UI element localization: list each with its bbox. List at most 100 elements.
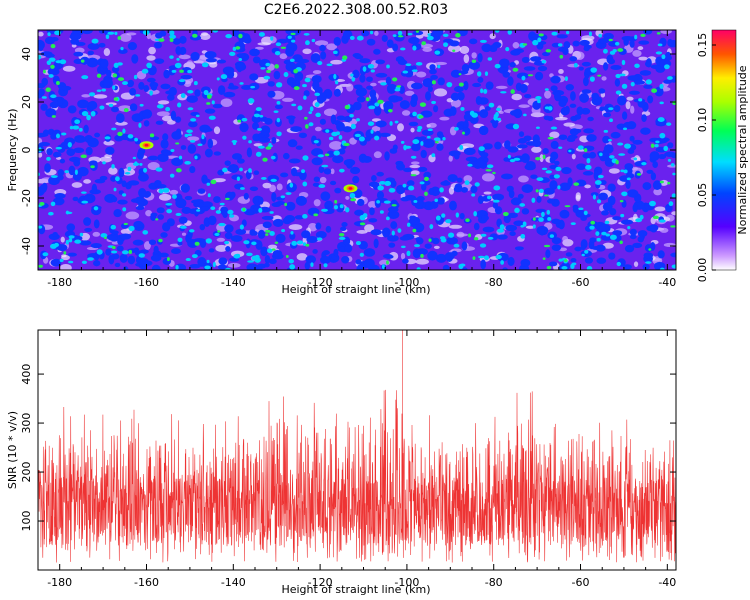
speckle-core xyxy=(117,62,123,66)
speckle-core xyxy=(201,62,209,68)
speckle-core xyxy=(224,241,230,245)
speckle-blob xyxy=(548,261,558,267)
speckle-blob xyxy=(118,167,125,178)
speckle-core xyxy=(91,38,99,44)
speckle-core xyxy=(239,167,243,172)
chart-title: C2E6.2022.308.00.52.R03 xyxy=(264,2,448,18)
speckle-core xyxy=(227,209,234,215)
speckle-blob xyxy=(408,36,420,45)
spectrogram-x-label: Height of straight line (km) xyxy=(281,283,430,296)
speckle-core xyxy=(241,117,248,122)
speckle-blob xyxy=(333,248,339,257)
snr-series-line xyxy=(38,330,676,563)
speckle-blob xyxy=(521,56,530,63)
speckle-blob xyxy=(590,192,599,197)
speckle-core xyxy=(111,127,117,131)
snr-x-tick-label: -140 xyxy=(221,576,246,589)
speckle-blob xyxy=(520,153,530,164)
speckle-core xyxy=(149,90,153,96)
speckle-blob xyxy=(118,48,128,54)
speckle-core xyxy=(270,155,276,160)
speckle-peak xyxy=(544,194,549,197)
speckle-blob xyxy=(94,179,106,184)
speckle-wisp xyxy=(209,61,218,68)
speckle-blob xyxy=(200,205,210,212)
speckle-core xyxy=(291,39,296,43)
speckle-blob xyxy=(627,189,639,198)
speckle-core xyxy=(281,229,286,233)
speckle-blob xyxy=(640,127,651,135)
speckle-blob xyxy=(146,77,156,83)
speckle-core xyxy=(302,155,309,161)
speckle-core xyxy=(258,207,263,213)
speckle-wisp xyxy=(498,110,504,114)
speckle-core xyxy=(48,74,54,78)
speckle-core xyxy=(608,107,614,111)
speckle-blob xyxy=(449,200,457,211)
speckle-blob xyxy=(566,136,576,143)
speckle-peak xyxy=(608,38,613,42)
speckle-blob xyxy=(189,263,201,269)
speckle-blob xyxy=(558,99,567,108)
speckle-core xyxy=(666,122,672,126)
speckle-blob xyxy=(38,88,45,97)
speckle-peak xyxy=(313,213,319,217)
speckle-core xyxy=(260,67,266,70)
speckle-blob xyxy=(556,34,568,39)
speckle-core xyxy=(374,135,380,141)
speckle-blob xyxy=(158,252,169,258)
speckle-blob xyxy=(260,125,271,136)
speckle-wisp xyxy=(119,33,132,42)
speckle-blob xyxy=(252,56,261,64)
speckle-core xyxy=(317,61,323,66)
speckle-peak xyxy=(225,197,230,201)
speckle-peak xyxy=(397,35,404,38)
speckle-blob xyxy=(222,211,228,219)
speckle-blob xyxy=(542,51,550,57)
speckle-core xyxy=(65,239,69,245)
speckle-core xyxy=(333,73,337,80)
speckle-blob xyxy=(171,130,182,140)
speckle-wisp xyxy=(183,80,192,87)
speckle-peak xyxy=(386,260,389,265)
speckle-blob xyxy=(154,58,165,64)
speckle-blob xyxy=(602,149,610,156)
speckle-blob xyxy=(344,243,353,253)
speckle-wisp xyxy=(422,47,433,52)
speckle-wisp xyxy=(400,252,406,260)
speckle-blob xyxy=(537,65,548,72)
speckle-wisp xyxy=(108,167,118,175)
speckle-core xyxy=(81,75,89,80)
speckle-core xyxy=(634,63,640,69)
speckle-blob xyxy=(505,224,518,232)
speckle-core xyxy=(471,193,476,197)
speckle-wisp xyxy=(125,211,140,220)
speckle-blob xyxy=(49,101,59,109)
speckle-blob xyxy=(549,180,558,190)
speckle-core xyxy=(500,91,507,94)
speckle-core xyxy=(268,143,272,146)
speckle-core xyxy=(276,131,282,137)
speckle-peak xyxy=(334,199,338,204)
speckle-blob xyxy=(598,192,608,201)
speckle-core xyxy=(445,219,452,224)
speckle-core xyxy=(141,68,149,74)
speckle-core xyxy=(101,88,107,92)
speckle-blob xyxy=(57,169,65,177)
speckle-core xyxy=(597,174,604,179)
speckle-core xyxy=(588,31,592,37)
speckle-wisp xyxy=(253,143,263,147)
speckle-blob xyxy=(160,232,168,238)
speckle-core xyxy=(110,224,117,230)
snr-x-tick-label: -180 xyxy=(47,576,72,589)
speckle-peak xyxy=(265,146,272,150)
speckle-blob xyxy=(477,76,484,83)
speckle-blob xyxy=(412,30,424,36)
speckle-core xyxy=(64,170,69,174)
speckle-blob xyxy=(224,224,234,233)
speckle-wisp xyxy=(463,54,470,64)
spectrogram-x-axis: -180 -160 -140 -120 -100 -80 -60 -40 xyxy=(37,30,676,289)
speckle-core xyxy=(594,180,602,185)
speckle-blob xyxy=(503,157,510,162)
speckle-core xyxy=(256,127,262,131)
